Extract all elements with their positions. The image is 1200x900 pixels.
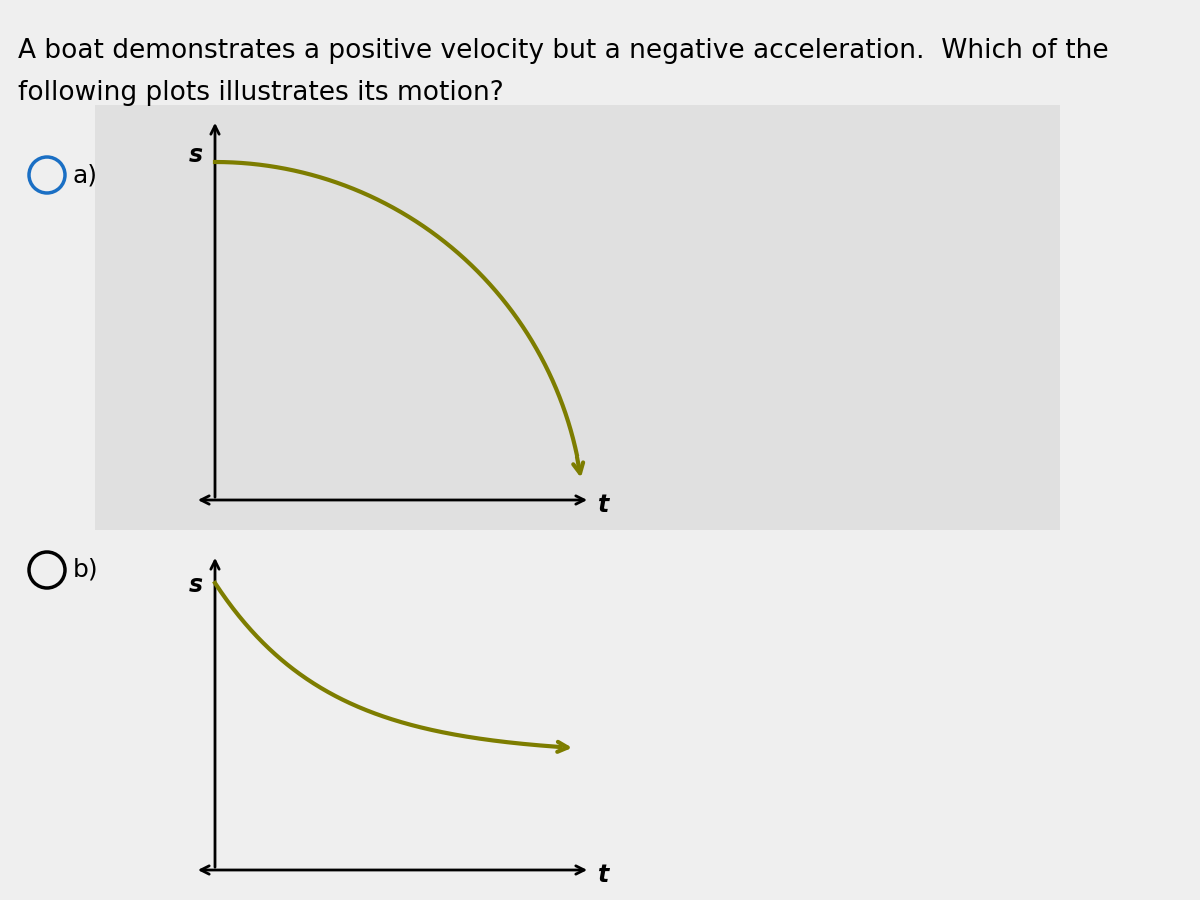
- Text: t: t: [598, 863, 610, 887]
- Text: following plots illustrates its motion?: following plots illustrates its motion?: [18, 80, 504, 106]
- Text: t: t: [598, 493, 610, 517]
- Text: b): b): [73, 558, 98, 582]
- Text: a): a): [73, 163, 98, 187]
- Text: s: s: [188, 573, 203, 597]
- Bar: [95, 105, 1060, 530]
- Text: A boat demonstrates a positive velocity but a negative acceleration.  Which of t: A boat demonstrates a positive velocity …: [18, 38, 1109, 64]
- Text: s: s: [188, 143, 203, 167]
